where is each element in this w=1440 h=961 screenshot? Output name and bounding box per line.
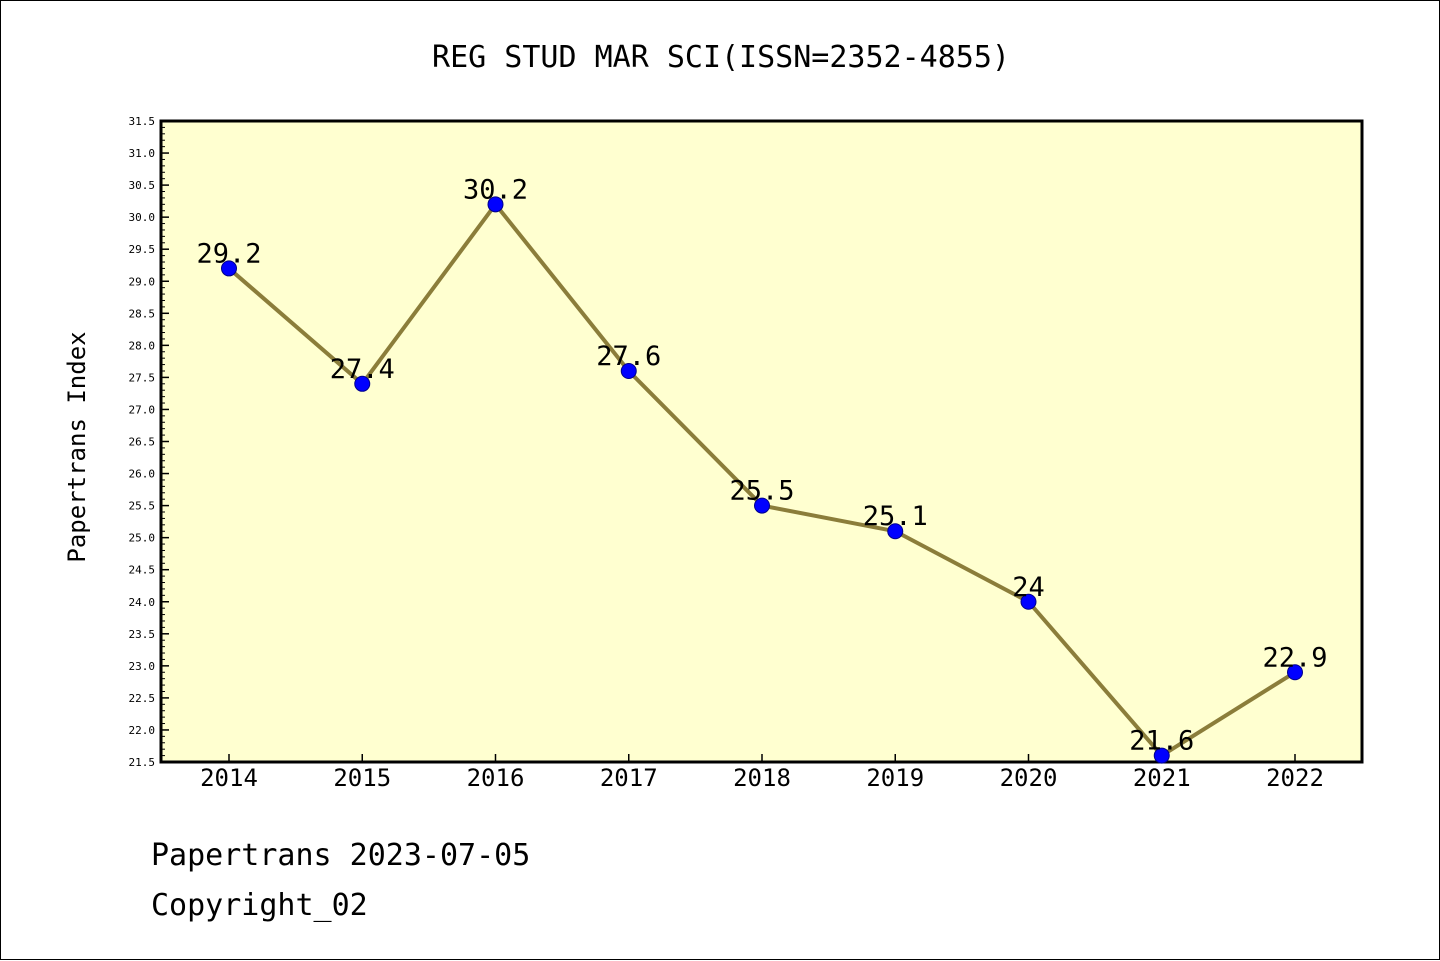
- y-tick-label: 27.5: [129, 371, 156, 384]
- y-tick-label: 31.0: [129, 147, 156, 160]
- y-tick-label: 25.0: [129, 532, 156, 545]
- plot-area: [159, 119, 1364, 764]
- x-tick-label: 2014: [200, 764, 258, 792]
- data-label: 30.2: [463, 174, 528, 205]
- x-tick-label: 2017: [600, 764, 658, 792]
- data-point: [620, 362, 637, 379]
- data-label: 24: [1012, 572, 1045, 603]
- y-tick-label: 26.0: [129, 468, 156, 481]
- y-tick-label: 28.0: [129, 339, 156, 352]
- y-tick-label: 24.5: [129, 564, 156, 577]
- y-tick-label: 22.5: [129, 692, 156, 705]
- y-tick-label: 29.5: [129, 243, 156, 256]
- data-label: 25.5: [729, 476, 794, 507]
- data-point: [221, 260, 237, 277]
- x-axis-ticks: 2014 2015 2016 2017 2018 2019 2020 2021 2022: [200, 754, 1324, 792]
- data-label: 25.1: [863, 501, 928, 532]
- data-point: [1153, 747, 1170, 764]
- data-label: 22.9: [1262, 642, 1327, 673]
- y-tick-label: 21.5: [129, 756, 156, 769]
- y-tick-label: 23.5: [129, 628, 156, 641]
- y-tick-label: 29.0: [129, 275, 156, 288]
- y-axis-ticks: 21.5 22.0 22.5 23.0 23.5 24.0 24.5 25.0 25.5 26.0…: [129, 115, 169, 769]
- data-point: [487, 196, 504, 213]
- series: 29.2 27.4 30.2 27.6 25.5 25.1 24 21.6 22.9: [196, 174, 1328, 764]
- data-point: [1287, 664, 1303, 681]
- y-tick-label: 24.0: [129, 596, 156, 609]
- data-point: [354, 375, 371, 392]
- chart-title: REG STUD MAR SCI(ISSN=2352-4855): [432, 40, 1010, 75]
- y-tick-label: 23.0: [129, 660, 156, 673]
- x-tick-label: 2022: [1266, 764, 1324, 792]
- data-label: 21.6: [1129, 726, 1194, 757]
- x-tick-label: 2016: [467, 764, 525, 792]
- y-tick-label: 30.5: [129, 179, 156, 192]
- y-tick-label: 25.5: [129, 500, 156, 513]
- y-tick-label: 31.5: [129, 115, 156, 128]
- y-tick-label: 27.0: [129, 403, 156, 416]
- data-point: [887, 523, 904, 540]
- data-label: 27.4: [330, 354, 395, 385]
- data-label: 27.6: [596, 341, 661, 372]
- y-tick-label: 22.0: [129, 724, 156, 737]
- y-axis-label: Papertrans Index: [63, 331, 91, 562]
- x-tick-label: 2021: [1133, 764, 1191, 792]
- data-point: [1020, 593, 1037, 610]
- data-label: 29.2: [196, 238, 261, 269]
- y-tick-label: 26.5: [129, 436, 156, 449]
- footer-copyright: Copyright_02: [151, 888, 368, 923]
- data-point: [754, 497, 770, 514]
- x-tick-label: 2015: [333, 764, 391, 792]
- x-tick-label: 2019: [866, 764, 924, 792]
- footer-date: Papertrans 2023-07-05: [151, 838, 530, 873]
- x-tick-label: 2018: [733, 764, 791, 792]
- y-tick-label: 28.5: [129, 307, 156, 320]
- y-tick-label: 30.0: [129, 211, 156, 224]
- x-tick-label: 2020: [1000, 764, 1058, 792]
